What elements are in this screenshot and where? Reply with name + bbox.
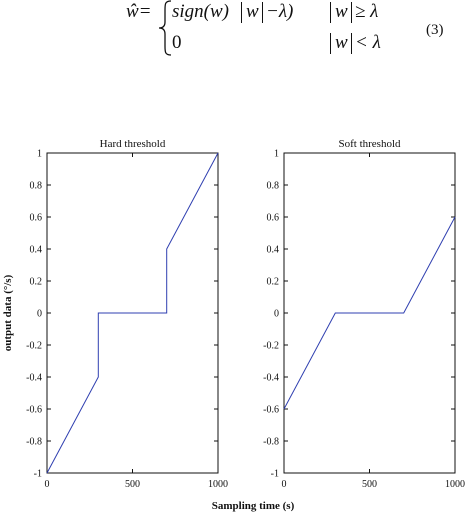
x-tick-label: 500 <box>125 479 140 490</box>
y-tick-label: 1 <box>274 149 279 160</box>
equation-3: ŵ= sign(w) w −λ) w ≥ λ 0 w < λ (3) <box>0 0 474 80</box>
equation-case1-w: w <box>246 1 259 22</box>
y-tick-label: -0.4 <box>26 373 42 384</box>
y-tick-label: 0 <box>37 309 42 320</box>
chart-title: Soft threshold <box>338 138 401 150</box>
equation-number: (3) <box>426 22 444 38</box>
y-tick-label: 0.4 <box>267 245 280 256</box>
x-tick-label: 0 <box>282 479 287 490</box>
soft-threshold-plot: -1 -0.8 -0.6 -0.4 -0.2 0 0.2 0.4 0.6 0.8 1 0 500 1000… <box>263 138 465 490</box>
equation-lhs: ŵ= <box>126 1 152 22</box>
threshold-figure: -1-0.8-0.6-0.4-0.200.20.40.60.810 500 1000… <box>2 138 465 512</box>
hard-threshold-plot: -1 -0.8 -0.6 -0.4 -0.2 0 0.2 0.4 0.6 0.8 1 0 500 1000… <box>26 138 228 490</box>
x-tick-label: 1000 <box>445 479 465 490</box>
y-tick-label: -0.6 <box>26 405 42 416</box>
x-tick-label: 500 <box>362 479 377 490</box>
y-tick-label: 0.6 <box>267 213 280 224</box>
equation-case2-cond-w: w <box>335 32 348 53</box>
equation-case1-sign: sign(w) <box>172 1 229 22</box>
y-tick-label: -0.4 <box>263 373 279 384</box>
y-tick-label: 0.2 <box>30 277 43 288</box>
y-tick-label: -1 <box>271 469 279 480</box>
x-tick-label: 0 <box>45 479 50 490</box>
y-tick-label: -0.8 <box>26 437 42 448</box>
y-tick-label: -0.8 <box>263 437 279 448</box>
equation-case1-cond: ≥ λ <box>355 1 379 22</box>
equation-abs-bar <box>330 2 332 23</box>
equation-abs-bar <box>330 33 332 54</box>
equation-abs-bar <box>351 2 353 23</box>
equation-case1-cond-w: w <box>335 1 348 22</box>
x-axis-label: Sampling time (s) <box>212 500 295 512</box>
series-line <box>46 152 219 474</box>
y-tick-label: 0.8 <box>30 181 43 192</box>
series-line <box>283 216 456 410</box>
x-tick-label: 1000 <box>208 479 228 490</box>
equation-case2-cond: < λ <box>355 32 381 53</box>
chart-title: Hard threshold <box>100 138 166 150</box>
equation-case1-lambda: −λ) <box>266 1 294 22</box>
equation-abs-bar <box>241 2 243 23</box>
y-tick-label: -1 <box>34 469 42 480</box>
y-tick-label: -0.2 <box>263 341 279 352</box>
equation-abs-bar <box>351 33 353 54</box>
y-tick-label: 0 <box>274 309 279 320</box>
equation-case2-zero: 0 <box>172 32 182 53</box>
y-tick-label: 1 <box>37 149 42 160</box>
y-tick-label: 0.6 <box>30 213 43 224</box>
y-tick-label: 0.4 <box>30 245 43 256</box>
y-axis-label: output data (°/s) <box>2 274 14 351</box>
equation-brace <box>158 0 172 56</box>
equation-abs-bar <box>262 2 264 23</box>
y-tick-label: -0.2 <box>26 341 42 352</box>
y-tick-label: 0.2 <box>267 277 280 288</box>
y-tick-label: 0.8 <box>267 181 280 192</box>
y-tick-label: -0.6 <box>263 405 279 416</box>
